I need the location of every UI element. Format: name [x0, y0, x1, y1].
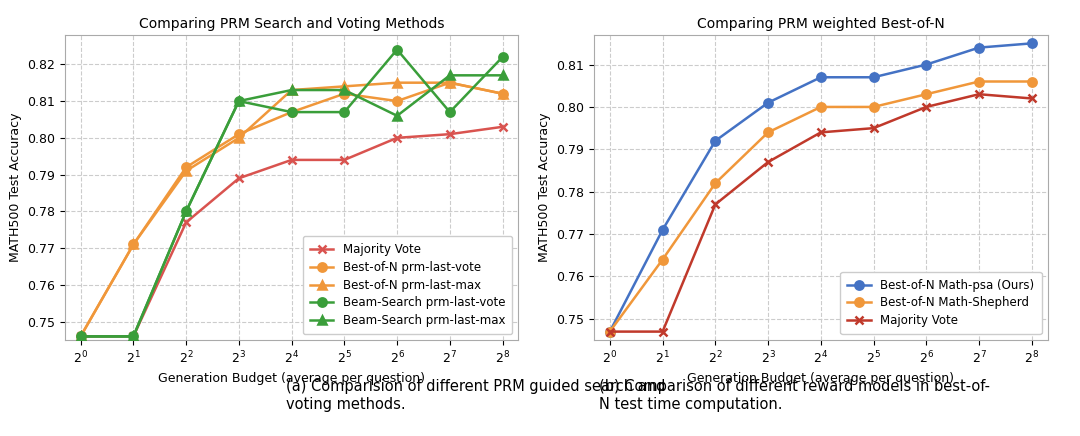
Best-of-N Math-psa (Ours) [708, 138, 721, 143]
Beam-Search prm-last-vote [126, 334, 139, 339]
Y-axis label: MATH500 Test Accuracy: MATH500 Test Accuracy [538, 113, 551, 262]
Majority Vote [126, 334, 139, 339]
Best-of-N prm-last-vote [444, 80, 457, 85]
Majority Vote [285, 157, 298, 163]
Line: Beam-Search prm-last-max: Beam-Search prm-last-max [77, 71, 507, 341]
Majority Vote [973, 92, 986, 97]
Text: (a) Comparision of different PRM guided search and
voting methods.: (a) Comparision of different PRM guided … [286, 379, 665, 412]
Majority Vote [75, 334, 87, 339]
Best-of-N prm-last-vote [232, 132, 245, 137]
Best-of-N Math-psa (Ours) [1025, 41, 1038, 46]
Best-of-N Math-psa (Ours) [761, 100, 774, 106]
Beam-Search prm-last-vote [338, 109, 351, 115]
Line: Majority Vote: Majority Vote [606, 90, 1036, 336]
Beam-Search prm-last-vote [75, 334, 87, 339]
Best-of-N prm-last-max [285, 88, 298, 93]
Best-of-N prm-last-vote [126, 242, 139, 247]
Best-of-N prm-last-max [232, 135, 245, 140]
Majority Vote [179, 220, 192, 225]
Best-of-N prm-last-vote [179, 165, 192, 170]
Best-of-N prm-last-vote [285, 109, 298, 115]
Line: Beam-Search prm-last-vote: Beam-Search prm-last-vote [77, 45, 507, 341]
Beam-Search prm-last-max [444, 73, 457, 78]
Beam-Search prm-last-max [391, 113, 404, 119]
Best-of-N Math-psa (Ours) [656, 227, 669, 232]
Beam-Search prm-last-vote [496, 54, 509, 60]
Best-of-N prm-last-vote [496, 91, 509, 96]
Line: Best-of-N Math-psa (Ours): Best-of-N Math-psa (Ours) [606, 39, 1036, 336]
Best-of-N Math-psa (Ours) [604, 329, 617, 334]
X-axis label: Generation Budget (average per question): Generation Budget (average per question) [687, 372, 955, 385]
Best-of-N Math-psa (Ours) [867, 75, 880, 80]
Beam-Search prm-last-vote [285, 109, 298, 115]
Best-of-N Math-Shepherd [1025, 79, 1038, 84]
Majority Vote [1025, 96, 1038, 101]
Majority Vote [496, 124, 509, 129]
Line: Best-of-N prm-last-max: Best-of-N prm-last-max [77, 78, 507, 341]
Line: Best-of-N Math-Shepherd: Best-of-N Math-Shepherd [606, 77, 1036, 336]
Best-of-N Math-Shepherd [814, 104, 827, 109]
Majority Vote [232, 176, 245, 181]
Best-of-N Math-Shepherd [604, 329, 617, 334]
Beam-Search prm-last-vote [444, 109, 457, 115]
Line: Best-of-N prm-last-vote: Best-of-N prm-last-vote [77, 78, 507, 341]
Majority Vote [708, 202, 721, 207]
Title: Comparing PRM weighted Best-of-N: Comparing PRM weighted Best-of-N [697, 17, 945, 31]
Beam-Search prm-last-max [338, 88, 351, 93]
Best-of-N prm-last-max [338, 84, 351, 89]
Best-of-N prm-last-vote [338, 91, 351, 96]
Best-of-N prm-last-max [75, 334, 87, 339]
Beam-Search prm-last-vote [179, 209, 192, 214]
Text: (b) Comparison of different reward models in best-of-
N test time computation.: (b) Comparison of different reward model… [599, 379, 990, 412]
Majority Vote [761, 160, 774, 165]
Majority Vote [867, 126, 880, 131]
Best-of-N Math-Shepherd [920, 92, 933, 97]
Best-of-N prm-last-vote [391, 99, 404, 104]
Best-of-N Math-Shepherd [656, 257, 669, 262]
Legend: Best-of-N Math-psa (Ours), Best-of-N Math-Shepherd, Majority Vote: Best-of-N Math-psa (Ours), Best-of-N Mat… [840, 272, 1042, 334]
Majority Vote [604, 329, 617, 334]
Legend: Majority Vote, Best-of-N prm-last-vote, Best-of-N prm-last-max, Beam-Search prm-: Majority Vote, Best-of-N prm-last-vote, … [302, 236, 513, 334]
Line: Majority Vote: Majority Vote [77, 123, 507, 341]
Majority Vote [338, 157, 351, 163]
Best-of-N Math-Shepherd [708, 181, 721, 186]
Beam-Search prm-last-max [285, 88, 298, 93]
Best-of-N prm-last-vote [75, 334, 87, 339]
Beam-Search prm-last-vote [391, 47, 404, 52]
Majority Vote [391, 135, 404, 140]
Beam-Search prm-last-max [126, 334, 139, 339]
Majority Vote [920, 104, 933, 109]
Y-axis label: MATH500 Test Accuracy: MATH500 Test Accuracy [9, 113, 22, 262]
Beam-Search prm-last-max [75, 334, 87, 339]
Best-of-N prm-last-max [126, 242, 139, 247]
Best-of-N Math-Shepherd [761, 130, 774, 135]
Best-of-N prm-last-max [391, 80, 404, 85]
Best-of-N Math-psa (Ours) [920, 62, 933, 67]
Best-of-N Math-psa (Ours) [814, 75, 827, 80]
Best-of-N prm-last-max [179, 168, 192, 174]
Best-of-N Math-psa (Ours) [973, 45, 986, 50]
Best-of-N Math-Shepherd [973, 79, 986, 84]
Beam-Search prm-last-max [232, 99, 245, 104]
Title: Comparing PRM Search and Voting Methods: Comparing PRM Search and Voting Methods [139, 17, 444, 31]
Beam-Search prm-last-max [179, 209, 192, 214]
Beam-Search prm-last-vote [232, 99, 245, 104]
Majority Vote [814, 130, 827, 135]
Best-of-N prm-last-max [444, 80, 457, 85]
Majority Vote [444, 132, 457, 137]
X-axis label: Generation Budget (average per question): Generation Budget (average per question) [158, 372, 426, 385]
Best-of-N Math-Shepherd [867, 104, 880, 109]
Majority Vote [656, 329, 669, 334]
Best-of-N prm-last-max [496, 91, 509, 96]
Beam-Search prm-last-max [496, 73, 509, 78]
